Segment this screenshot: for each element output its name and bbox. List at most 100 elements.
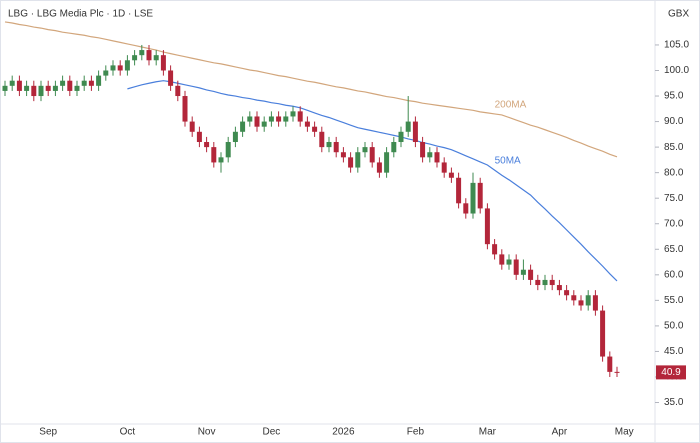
candle-body <box>477 182 483 209</box>
candle-body <box>182 96 188 122</box>
candle-body <box>232 131 238 143</box>
moving-average-line <box>4 21 618 158</box>
candle-body <box>499 254 505 265</box>
candle-body <box>441 162 447 173</box>
x-tick-label: Apr <box>552 427 568 438</box>
candle-body <box>31 85 37 97</box>
x-tick-label: May <box>615 427 634 438</box>
candle-body <box>384 152 390 173</box>
y-tick-label: 95.0 <box>664 91 684 102</box>
candle-body <box>348 157 354 168</box>
candle-body <box>470 182 476 214</box>
candle-body <box>549 279 555 286</box>
candle-body <box>420 142 426 158</box>
candle-body <box>556 285 562 291</box>
y-tick-label: 105.0 <box>664 40 689 51</box>
candle-body <box>24 85 30 91</box>
candle-body <box>535 279 541 286</box>
candle-body <box>254 116 260 127</box>
candle-body <box>578 300 584 306</box>
candle-body <box>484 208 490 245</box>
candle-body <box>405 121 411 132</box>
candle-body <box>283 116 289 122</box>
candle-body <box>9 80 15 86</box>
candle-body <box>391 142 397 153</box>
candle-body <box>2 85 8 91</box>
x-tick-label: Mar <box>479 427 497 438</box>
candle-body <box>355 152 361 168</box>
candle-body <box>333 142 339 153</box>
candle-body <box>542 279 548 286</box>
candle-body <box>204 142 210 148</box>
candle-body <box>585 295 591 306</box>
candle-body <box>456 177 462 204</box>
candle-body <box>506 259 512 265</box>
candle-body <box>492 244 498 255</box>
candle-body <box>319 131 325 148</box>
x-tick-label: Oct <box>120 427 136 438</box>
candle-body <box>398 131 404 143</box>
last-price-label: 40.9 <box>661 367 681 378</box>
candle-body <box>304 121 310 127</box>
candle-body <box>96 75 102 86</box>
candle-body <box>340 152 346 158</box>
candle-body <box>60 80 66 86</box>
candle-body <box>592 295 598 311</box>
x-tick-label: 2026 <box>332 427 355 438</box>
candle-body <box>376 162 382 173</box>
moving-average-label: 200MA <box>495 100 527 111</box>
candle-body <box>600 310 606 357</box>
candle-body <box>290 111 296 117</box>
candle-body <box>132 55 138 61</box>
candle-body <box>45 85 51 91</box>
x-tick-label: Feb <box>407 427 425 438</box>
candle-body <box>463 203 469 214</box>
candle-body <box>124 60 130 71</box>
candle-body <box>189 121 195 132</box>
candle-body <box>564 290 570 296</box>
candle-body <box>312 126 318 132</box>
candle-body <box>276 116 282 122</box>
candle-body <box>434 152 440 163</box>
chart-title: LBG · LBG Media Plc · 1D · LSE <box>8 9 153 20</box>
y-tick-label: 70.0 <box>664 218 684 229</box>
candle-body <box>81 80 87 86</box>
currency-label: GBX <box>668 9 689 20</box>
y-tick-label: 90.0 <box>664 116 684 127</box>
candle-body <box>614 371 620 373</box>
y-tick-label: 65.0 <box>664 244 684 255</box>
candle-body <box>153 55 159 61</box>
y-tick-label: 60.0 <box>664 269 684 280</box>
candle-body <box>175 85 181 97</box>
x-tick-label: Nov <box>198 427 216 438</box>
candle-body <box>168 70 174 86</box>
y-tick-label: 50.0 <box>664 321 684 332</box>
y-tick-label: 55.0 <box>664 295 684 306</box>
candle-body <box>38 85 44 97</box>
candle-body <box>225 142 231 158</box>
candle-body <box>326 142 332 148</box>
moving-average-line <box>127 80 618 282</box>
candle-body <box>88 80 94 86</box>
candle-body <box>103 70 109 76</box>
candle-body <box>528 269 534 280</box>
candle-body <box>196 131 202 143</box>
candle-body <box>16 80 22 91</box>
candle-body <box>448 172 454 178</box>
candle-body <box>412 121 418 143</box>
candle-body <box>607 356 613 372</box>
last-price-tag <box>656 365 686 380</box>
moving-average-label: 50MA <box>495 156 521 167</box>
candle-body <box>67 80 73 91</box>
candle-body <box>261 121 267 127</box>
candle-body <box>52 85 58 91</box>
candle-body <box>513 259 519 275</box>
candle-body <box>427 152 433 158</box>
candle-body <box>74 85 80 91</box>
x-tick-label: Sep <box>39 427 57 438</box>
candle-body <box>218 157 224 163</box>
candle-body <box>110 65 116 71</box>
candle-body <box>297 111 303 122</box>
candle-body <box>362 147 368 153</box>
